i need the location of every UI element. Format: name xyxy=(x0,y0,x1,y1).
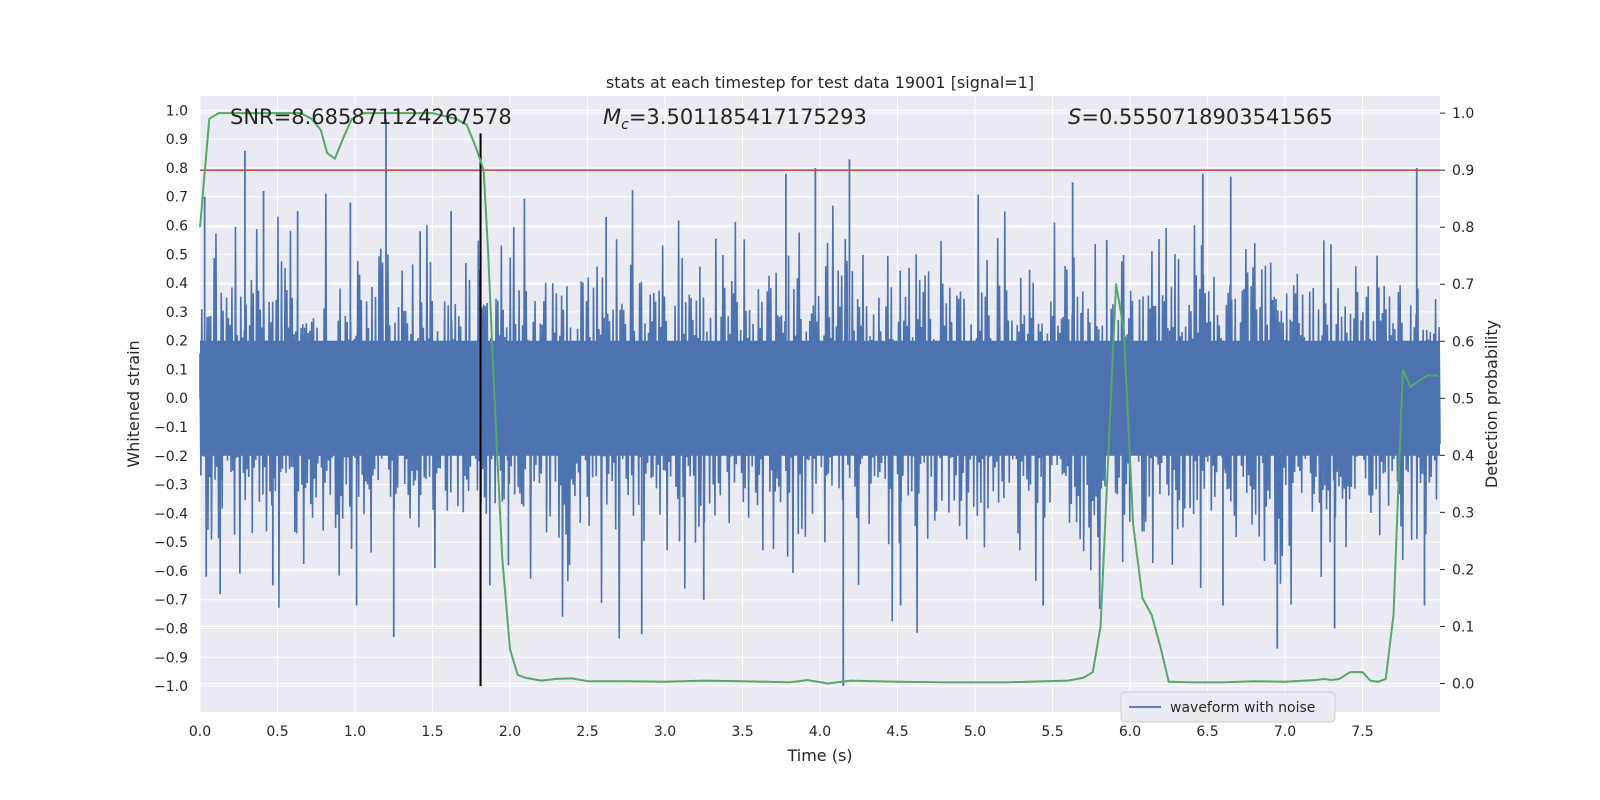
y2-tick-label: 0.9 xyxy=(1452,163,1474,179)
y2-tick-label: 0.1 xyxy=(1452,619,1474,635)
chirp-mass-subscript: c xyxy=(621,117,629,133)
x-tick-label: 7.0 xyxy=(1274,724,1296,740)
y-tick-label: 0.2 xyxy=(166,334,188,350)
x-tick-label: 3.5 xyxy=(731,724,753,740)
y-tick-label: −0.8 xyxy=(154,622,188,638)
y-tick-label: 0.3 xyxy=(166,305,188,321)
y-tick-label: 0.0 xyxy=(166,391,188,407)
y-tick-label: −0.3 xyxy=(154,478,188,494)
x-tick-label: 5.5 xyxy=(1041,724,1063,740)
chirp-mass-value: =3.501185417175293 xyxy=(629,105,867,129)
detection-probability-line xyxy=(199,112,1439,685)
s-annotation: S=0.5550718903541565 xyxy=(1068,105,1333,129)
y-tick-label: 0.9 xyxy=(166,132,188,148)
x-tick-label: 4.0 xyxy=(809,724,831,740)
legend-box xyxy=(1120,691,1336,723)
x-axis-ticks: 0.0 0.5 1.0 1.5 2.0 2.5 3.0 3.5 4.0 4.5 5.0 5.5 6.0 6… xyxy=(189,724,1374,740)
y-tick-label: 0.8 xyxy=(166,161,188,177)
waveform-series xyxy=(199,119,1441,687)
y-tick-label: 0.5 xyxy=(166,247,188,263)
waveform-core xyxy=(200,340,1440,456)
s-symbol: S xyxy=(1068,105,1081,129)
x-tick-label: 0.0 xyxy=(189,724,211,740)
y2-axis-label: Detection probability xyxy=(1482,320,1501,488)
x-tick-label: 4.5 xyxy=(886,724,908,740)
y-tick-label: −0.6 xyxy=(154,564,188,580)
y-tick-label: −0.9 xyxy=(154,650,188,666)
y2-tick-label: 0.2 xyxy=(1452,562,1474,578)
y2-tick-label: 0.8 xyxy=(1452,220,1474,236)
y-tick-label: −1.0 xyxy=(154,679,188,695)
y-axis-label: Whitened strain xyxy=(124,340,143,467)
legend-label: waveform with noise xyxy=(1170,700,1315,716)
x-tick-label: 7.5 xyxy=(1351,724,1373,740)
y2-tick-label: 1.0 xyxy=(1452,106,1474,122)
y2-tick-label: 0.3 xyxy=(1452,505,1474,521)
y-tick-label: −0.2 xyxy=(154,449,188,465)
y-tick-label: 0.1 xyxy=(166,362,188,378)
x-tick-label: 5.0 xyxy=(964,724,986,740)
y2-tick-label: 0.4 xyxy=(1452,448,1474,464)
s-value: =0.5550718903541565 xyxy=(1081,105,1332,129)
chirp-mass-symbol: M xyxy=(603,105,621,129)
detection-probability-series xyxy=(199,112,1439,685)
y-tick-label: 0.6 xyxy=(166,219,188,235)
y2-tick-label: 0.0 xyxy=(1452,676,1474,692)
y-tick-label: −0.4 xyxy=(154,506,188,522)
y2-tick-label: 0.7 xyxy=(1452,277,1474,293)
y-axis-ticks: 1.0 0.9 0.8 0.7 0.6 0.5 0.4 0.3 0.2 0.1 0.0 −0.1 −0.… xyxy=(154,103,188,695)
x-tick-label: 3.0 xyxy=(654,724,676,740)
x-tick-label: 2.0 xyxy=(499,724,521,740)
x-tick-label: 6.0 xyxy=(1119,724,1141,740)
snr-annotation: SNR=8.685871124267578 xyxy=(230,105,512,129)
x-tick-label: 2.5 xyxy=(576,724,598,740)
y-tick-label: −0.7 xyxy=(154,593,188,609)
y2-axis-ticks: 1.0 0.9 0.8 0.7 0.6 0.5 0.4 0.3 0.2 0.1 0.0 xyxy=(1440,106,1474,692)
y-tick-label: −0.5 xyxy=(154,535,188,551)
x-tick-label: 1.5 xyxy=(421,724,443,740)
y-tick-label: 0.4 xyxy=(166,276,188,292)
x-tick-label: 1.0 xyxy=(344,724,366,740)
x-tick-label: 6.5 xyxy=(1196,724,1218,740)
y-tick-label: −0.1 xyxy=(154,420,188,436)
y-tick-label: 1.0 xyxy=(166,103,188,119)
x-axis-label: Time (s) xyxy=(786,746,852,765)
y-tick-label: 0.7 xyxy=(166,190,188,206)
legend: waveform with noise xyxy=(1120,691,1336,723)
chart-title: stats at each timestep for test data 190… xyxy=(606,73,1034,92)
y2-tick-label: 0.6 xyxy=(1452,334,1474,350)
y2-tick-label: 0.5 xyxy=(1452,391,1474,407)
x-tick-label: 0.5 xyxy=(266,724,288,740)
chirp-mass-annotation: Mc=3.501185417175293 xyxy=(603,105,867,133)
